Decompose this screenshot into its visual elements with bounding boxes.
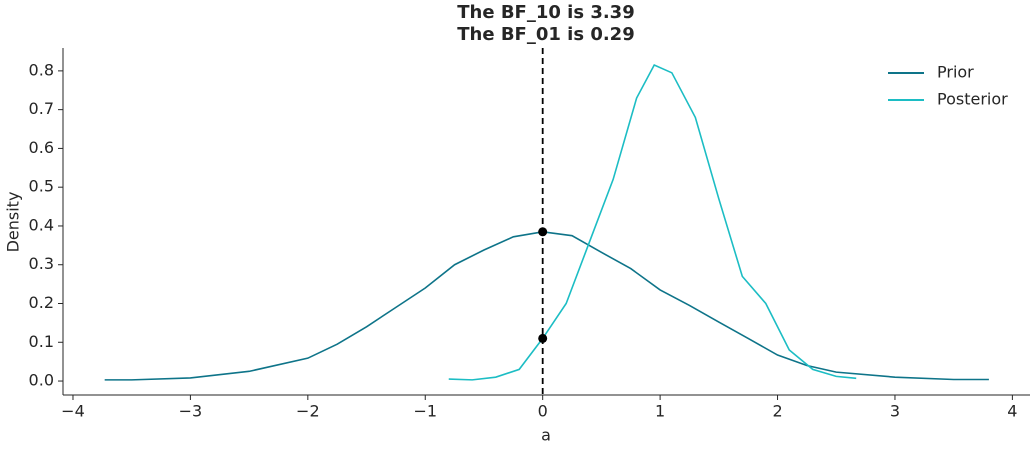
x-tick-label: 0 bbox=[538, 402, 548, 421]
marker-point bbox=[538, 227, 548, 237]
density-line bbox=[104, 230, 989, 381]
chart-title: The BF_01 is 0.29 bbox=[457, 24, 634, 45]
x-axis-label: a bbox=[541, 426, 551, 445]
x-tick-label: −2 bbox=[296, 402, 320, 421]
legend-label: Prior bbox=[937, 63, 974, 82]
density-line bbox=[448, 64, 857, 381]
x-tick-label: 2 bbox=[772, 402, 782, 421]
y-axis-label: Density bbox=[4, 192, 23, 253]
x-tick-label: −4 bbox=[61, 402, 85, 421]
y-tick-label: 0.6 bbox=[29, 138, 54, 157]
legend-label: Posterior bbox=[937, 90, 1008, 109]
x-tick-label: −1 bbox=[413, 402, 437, 421]
y-tick-label: 0.1 bbox=[29, 332, 54, 351]
y-tick-label: 0.4 bbox=[29, 215, 54, 234]
y-tick-label: 0.5 bbox=[29, 177, 54, 196]
marker-point bbox=[538, 333, 548, 343]
x-tick-label: 3 bbox=[890, 402, 900, 421]
y-tick-label: 0.2 bbox=[29, 293, 54, 312]
x-tick-label: −3 bbox=[179, 402, 203, 421]
x-tick-label: 4 bbox=[1007, 402, 1017, 421]
y-tick-label: 0.0 bbox=[29, 371, 54, 390]
y-tick-label: 0.3 bbox=[29, 254, 54, 273]
y-tick-label: 0.8 bbox=[29, 60, 54, 79]
x-tick-label: 1 bbox=[655, 402, 665, 421]
y-tick-label: 0.7 bbox=[29, 99, 54, 118]
chart-title: The BF_10 is 3.39 bbox=[457, 2, 634, 23]
